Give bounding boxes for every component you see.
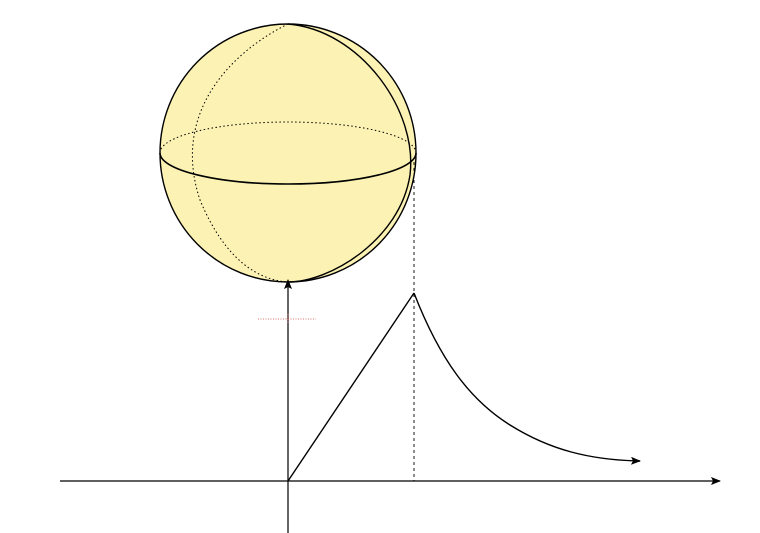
sphere [159, 23, 417, 283]
axes [60, 279, 721, 533]
sphere-body [159, 23, 417, 283]
sphere-meridian-front [287, 23, 412, 283]
crosshair-marker [258, 314, 316, 324]
curve-decay [413, 292, 641, 465]
curve-rise [287, 292, 415, 482]
sphere-equator-front [159, 152, 417, 185]
response-curve [287, 292, 641, 482]
sphere-meridian-back [191, 23, 289, 283]
sphere-equator-back [159, 121, 417, 154]
